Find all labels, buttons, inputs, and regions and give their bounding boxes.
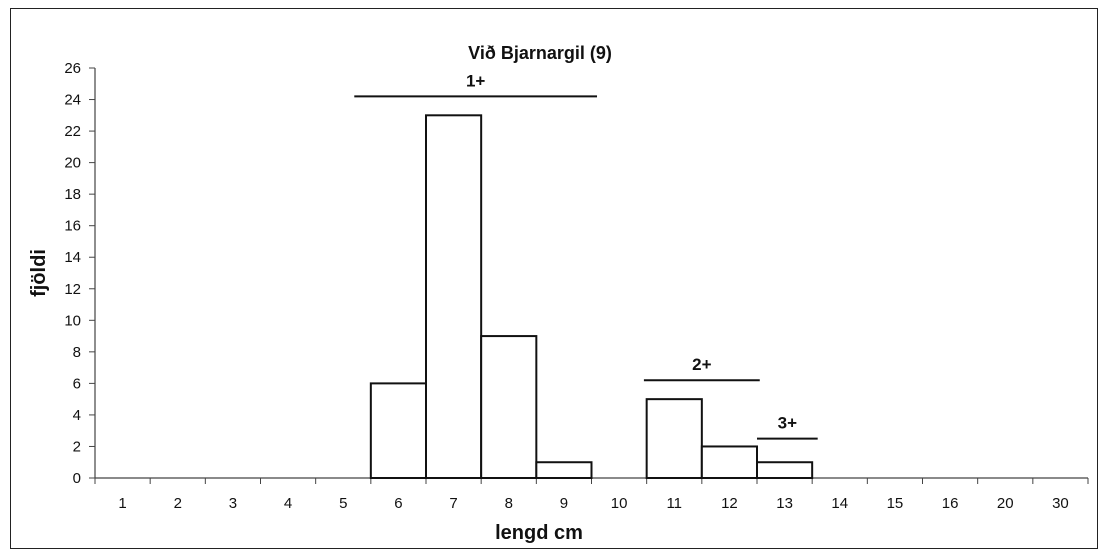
y-tick-label: 2 <box>73 438 81 455</box>
chart-title: Við Bjarnargil (9) <box>468 43 612 63</box>
y-tick-label: 12 <box>64 281 81 298</box>
y-tick-label: 10 <box>64 312 81 329</box>
x-tick-label: 3 <box>229 495 237 512</box>
x-tick-label: 2 <box>174 495 182 512</box>
y-tick-label: 24 <box>64 92 81 109</box>
x-tick-label: 7 <box>449 495 457 512</box>
age-group-label: 2+ <box>692 355 711 374</box>
x-tick-label: 20 <box>997 495 1014 512</box>
y-tick-label: 18 <box>64 186 81 203</box>
x-tick-label: 1 <box>118 495 126 512</box>
y-tick-label: 14 <box>64 249 81 266</box>
y-tick-label: 4 <box>73 407 81 424</box>
x-axis-label: lengd cm <box>495 522 583 544</box>
y-tick-label: 8 <box>73 344 81 361</box>
bar <box>369 382 428 479</box>
age-group-label: 1+ <box>466 71 485 90</box>
y-tick-label: 6 <box>73 375 81 392</box>
bar <box>535 461 593 480</box>
y-tick-label: 20 <box>64 155 81 172</box>
x-tick-label: 5 <box>339 495 347 512</box>
bar <box>480 335 538 480</box>
x-tick-label: 12 <box>721 495 738 512</box>
bar <box>756 461 814 480</box>
x-tick-label: 13 <box>776 495 793 512</box>
bar <box>425 114 483 480</box>
y-tick-label: 22 <box>64 123 81 140</box>
y-tick-label: 0 <box>73 470 81 487</box>
x-tick-label: 11 <box>666 495 682 512</box>
x-tick-label: 6 <box>394 495 402 512</box>
y-tick-label: 26 <box>64 60 81 77</box>
bar <box>700 445 758 480</box>
x-tick-label: 8 <box>505 495 513 512</box>
y-axis-label: fjöldi <box>28 249 50 297</box>
chart-frame <box>10 8 1098 549</box>
x-tick-label: 30 <box>1052 495 1069 512</box>
x-tick-label: 15 <box>887 495 904 512</box>
x-tick-label: 4 <box>284 495 292 512</box>
x-tick-label: 14 <box>831 495 848 512</box>
age-group-label: 3+ <box>778 414 797 433</box>
x-tick-label: 9 <box>560 495 568 512</box>
y-tick-label: 16 <box>64 218 81 235</box>
x-tick-label: 16 <box>942 495 959 512</box>
x-tick-label: 10 <box>611 495 628 512</box>
bar <box>645 398 703 479</box>
